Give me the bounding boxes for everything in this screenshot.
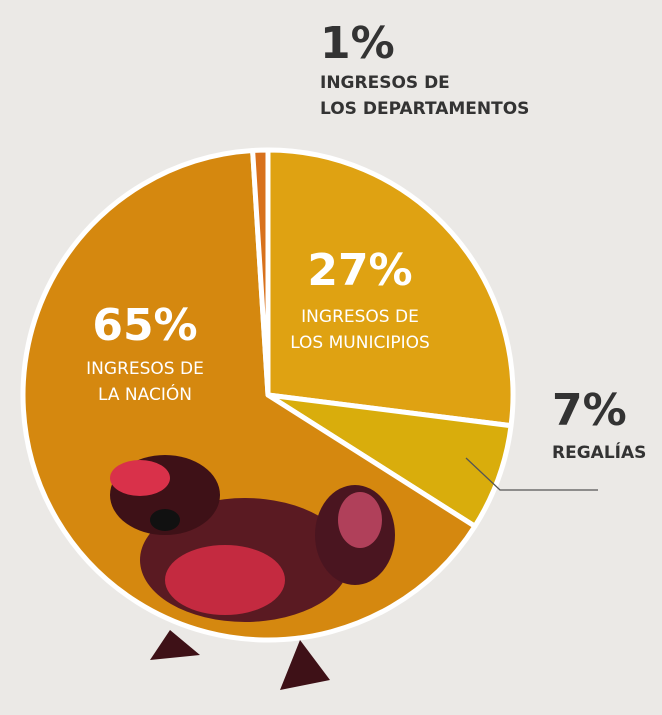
- slice-label: LA NACIÓN: [98, 383, 192, 405]
- value-label: 1%: [320, 18, 395, 69]
- slice-label: LOS MUNICIPIOS: [290, 333, 430, 353]
- slice-label: INGRESOS DE: [320, 73, 450, 93]
- slice-label: INGRESOS DE: [86, 359, 204, 379]
- pie-slice: [250, 147, 271, 398]
- slice-label: REGALÍAS: [552, 441, 646, 463]
- frog: [110, 455, 395, 690]
- frog-feet: [150, 630, 330, 690]
- value-label: 65%: [92, 300, 197, 351]
- frog-leg: [165, 545, 285, 615]
- frog-spot: [338, 492, 382, 548]
- slice-label: INGRESOS DE: [301, 307, 419, 327]
- value-label: 27%: [307, 245, 412, 296]
- slice-label: LOS DEPARTAMENTOS: [320, 99, 529, 119]
- pie-slice: [265, 147, 516, 429]
- frog-eye: [150, 509, 180, 531]
- value-label: 7%: [552, 385, 627, 436]
- frog-snout: [110, 460, 170, 496]
- leader-line: [465, 457, 598, 491]
